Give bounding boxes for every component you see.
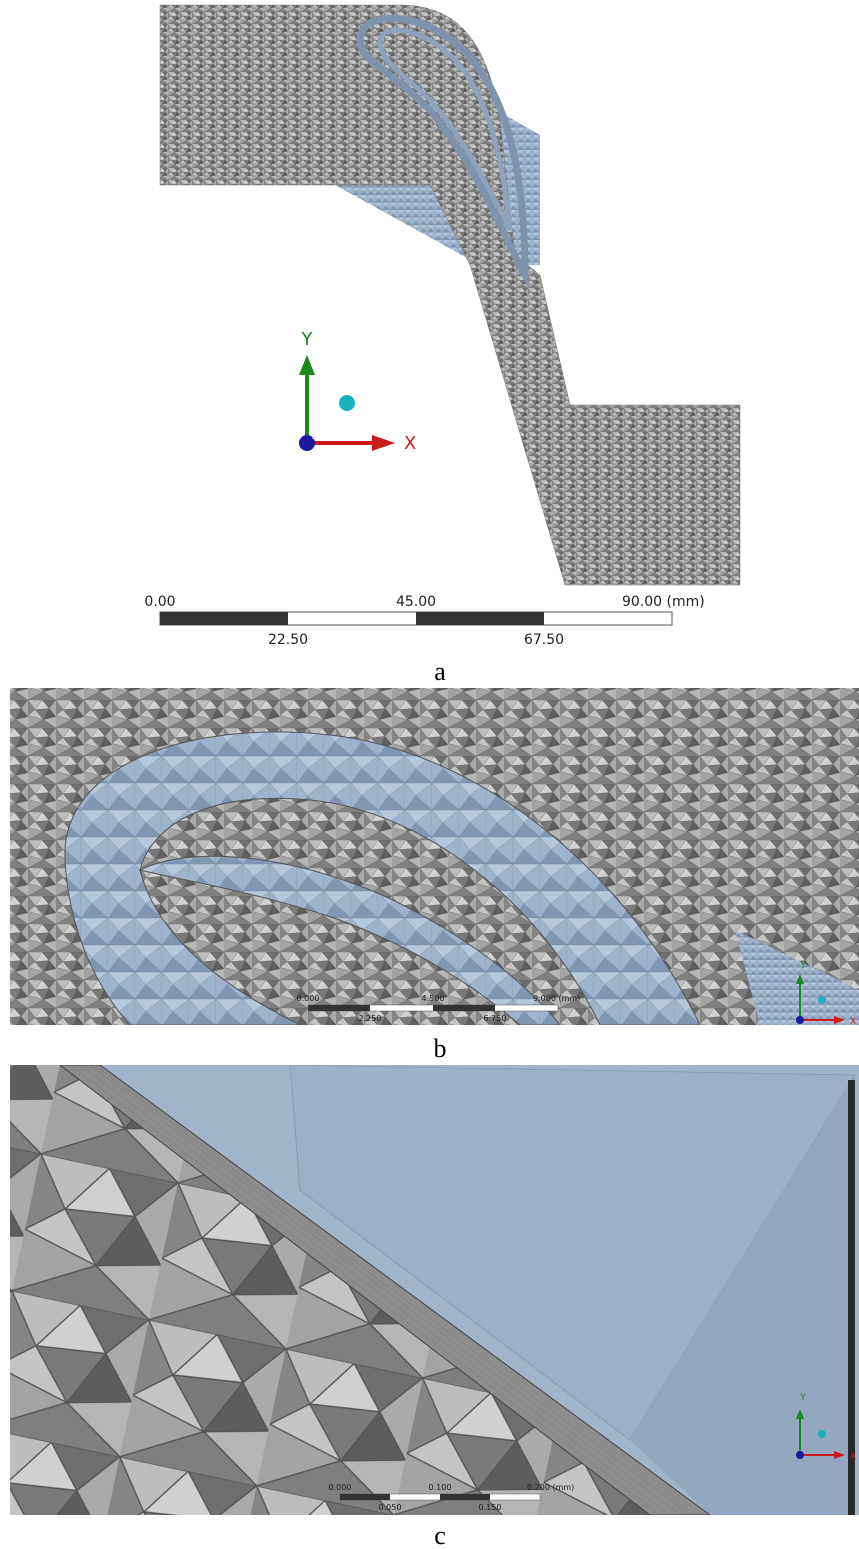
panel-b: Y X 0.000 4.500 9.000 (mm) 2.250 6.750 bbox=[10, 688, 859, 1027]
triad-y: Y bbox=[799, 1393, 806, 1403]
scale-label: 9.000 (mm) bbox=[533, 994, 580, 1003]
scale-label: 0.000 bbox=[329, 1483, 352, 1492]
scale-label: 67.50 bbox=[524, 632, 564, 648]
scale-label: 6.750 bbox=[484, 1014, 507, 1023]
panel-a: Y X Z 0.00 45.00 90.00 (mm) 22.50 67.50 … bbox=[144, 5, 740, 686]
triad-x: X bbox=[850, 1452, 856, 1462]
figure: Y X Z 0.00 45.00 90.00 (mm) 22.50 67.50 … bbox=[0, 0, 859, 1549]
scale-label: 0.000 bbox=[297, 994, 320, 1003]
scale-label: 45.00 bbox=[396, 594, 436, 610]
scale-label: 4.500 bbox=[422, 994, 445, 1003]
panel-label: b bbox=[434, 1034, 447, 1063]
scale-label: 90.00 (mm) bbox=[622, 594, 705, 610]
triad-x: X bbox=[404, 433, 416, 454]
scale-label: 0.00 bbox=[144, 594, 175, 610]
triad-y: Y bbox=[301, 329, 314, 350]
mesh-domain bbox=[160, 5, 740, 585]
scale-label: 0.200 (mm) bbox=[527, 1483, 574, 1492]
edge bbox=[848, 1080, 855, 1515]
triad-x: X bbox=[850, 1017, 856, 1027]
triad-y: Y bbox=[799, 961, 806, 971]
triad: Y X Z bbox=[299, 329, 416, 454]
panel-label: c bbox=[434, 1521, 446, 1549]
scale-label: 0.150 bbox=[479, 1503, 502, 1512]
scale-label: 22.50 bbox=[268, 632, 308, 648]
scale-label: 0.100 bbox=[429, 1483, 452, 1492]
scale-label: 2.250 bbox=[359, 1014, 382, 1023]
triad-z: Z bbox=[312, 432, 318, 442]
panel-label: a bbox=[434, 657, 446, 686]
panel-c: Y X 0.000 0.100 0.200 (mm) 0.050 0.150 bbox=[10, 1065, 859, 1515]
scale-label: 0.050 bbox=[379, 1503, 402, 1512]
scale-bar: 0.00 45.00 90.00 (mm) 22.50 67.50 bbox=[144, 594, 704, 648]
